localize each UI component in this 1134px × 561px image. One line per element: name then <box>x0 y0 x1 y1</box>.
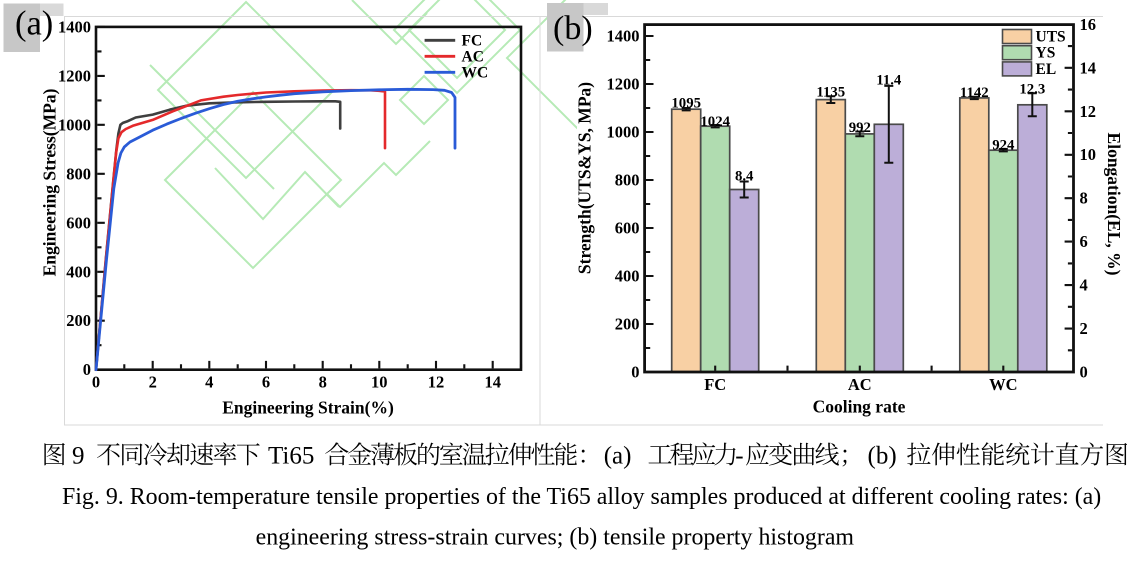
svg-text:12: 12 <box>428 373 445 392</box>
svg-text:-: - <box>735 443 743 470</box>
svg-text:FC: FC <box>462 33 483 50</box>
svg-text:11.4: 11.4 <box>876 73 902 89</box>
svg-text:800: 800 <box>615 171 640 190</box>
svg-text:1135: 1135 <box>816 85 845 101</box>
svg-text:1095: 1095 <box>671 96 701 112</box>
svg-text:800: 800 <box>66 164 91 183</box>
svg-text:6: 6 <box>262 373 270 392</box>
svg-text:0: 0 <box>83 360 91 379</box>
svg-text:1400: 1400 <box>607 27 640 46</box>
svg-text:1142: 1142 <box>960 85 989 101</box>
svg-text:16: 16 <box>1080 15 1097 34</box>
svg-text:1400: 1400 <box>58 17 91 36</box>
svg-text:400: 400 <box>615 267 640 286</box>
svg-text:10: 10 <box>1080 145 1097 164</box>
svg-text:8: 8 <box>1080 189 1088 208</box>
svg-text:6: 6 <box>1080 232 1088 251</box>
svg-text:1000: 1000 <box>607 123 640 142</box>
svg-text:12.3: 12.3 <box>1019 82 1045 98</box>
svg-text:8: 8 <box>319 373 327 392</box>
svg-text:10: 10 <box>371 373 388 392</box>
svg-text:600: 600 <box>66 213 91 232</box>
svg-text:(a): (a) <box>15 5 53 43</box>
svg-text:1000: 1000 <box>58 115 91 134</box>
svg-text:200: 200 <box>66 311 91 330</box>
svg-text:Fig. 9. Room-temperature tensi: Fig. 9. Room-temperature tensile propert… <box>62 484 1101 510</box>
svg-text:Elongation(EL, %): Elongation(EL, %) <box>1104 133 1124 276</box>
svg-text:992: 992 <box>849 120 871 136</box>
svg-text:0: 0 <box>1080 363 1088 382</box>
svg-text:14: 14 <box>1080 58 1097 77</box>
svg-text:4: 4 <box>205 373 213 392</box>
svg-text:0: 0 <box>92 373 100 392</box>
svg-text:924: 924 <box>992 138 1015 154</box>
svg-text:8.4: 8.4 <box>735 169 754 185</box>
svg-text:200: 200 <box>615 315 640 334</box>
svg-text:YS: YS <box>1036 45 1056 62</box>
svg-text:1200: 1200 <box>607 75 640 94</box>
svg-text:600: 600 <box>615 219 640 238</box>
svg-text:12: 12 <box>1080 102 1097 121</box>
svg-text:Strength(UTS&YS, MPa): Strength(UTS&YS, MPa) <box>575 82 595 274</box>
svg-text:Cooling rate: Cooling rate <box>813 397 906 417</box>
svg-text:WC: WC <box>462 65 489 82</box>
svg-text:Ti65: Ti65 <box>268 443 314 470</box>
svg-text:WC: WC <box>989 375 1017 394</box>
svg-text:AC: AC <box>462 49 484 66</box>
svg-text:2: 2 <box>1080 319 1088 338</box>
svg-text:4: 4 <box>1080 276 1088 295</box>
svg-text:9: 9 <box>72 443 85 470</box>
svg-text:(b): (b) <box>868 443 897 470</box>
svg-text:engineering stress-strain curv: engineering stress-strain curves; (b) te… <box>256 525 855 551</box>
svg-text:(a): (a) <box>604 443 632 470</box>
svg-text:Engineering Strain(%): Engineering Strain(%) <box>222 398 394 418</box>
svg-text:EL: EL <box>1036 61 1057 78</box>
svg-text:0: 0 <box>631 363 639 382</box>
svg-text:UTS: UTS <box>1036 29 1066 46</box>
svg-text:14: 14 <box>484 373 501 392</box>
svg-text:AC: AC <box>848 375 872 394</box>
svg-text:Engineering Stress(MPa): Engineering Stress(MPa) <box>40 88 60 276</box>
svg-text:FC: FC <box>704 375 726 394</box>
svg-text:(b): (b) <box>553 10 593 47</box>
svg-text:400: 400 <box>66 262 91 281</box>
svg-text:1024: 1024 <box>700 114 730 130</box>
svg-text:1200: 1200 <box>58 66 91 85</box>
svg-text:2: 2 <box>149 373 157 392</box>
